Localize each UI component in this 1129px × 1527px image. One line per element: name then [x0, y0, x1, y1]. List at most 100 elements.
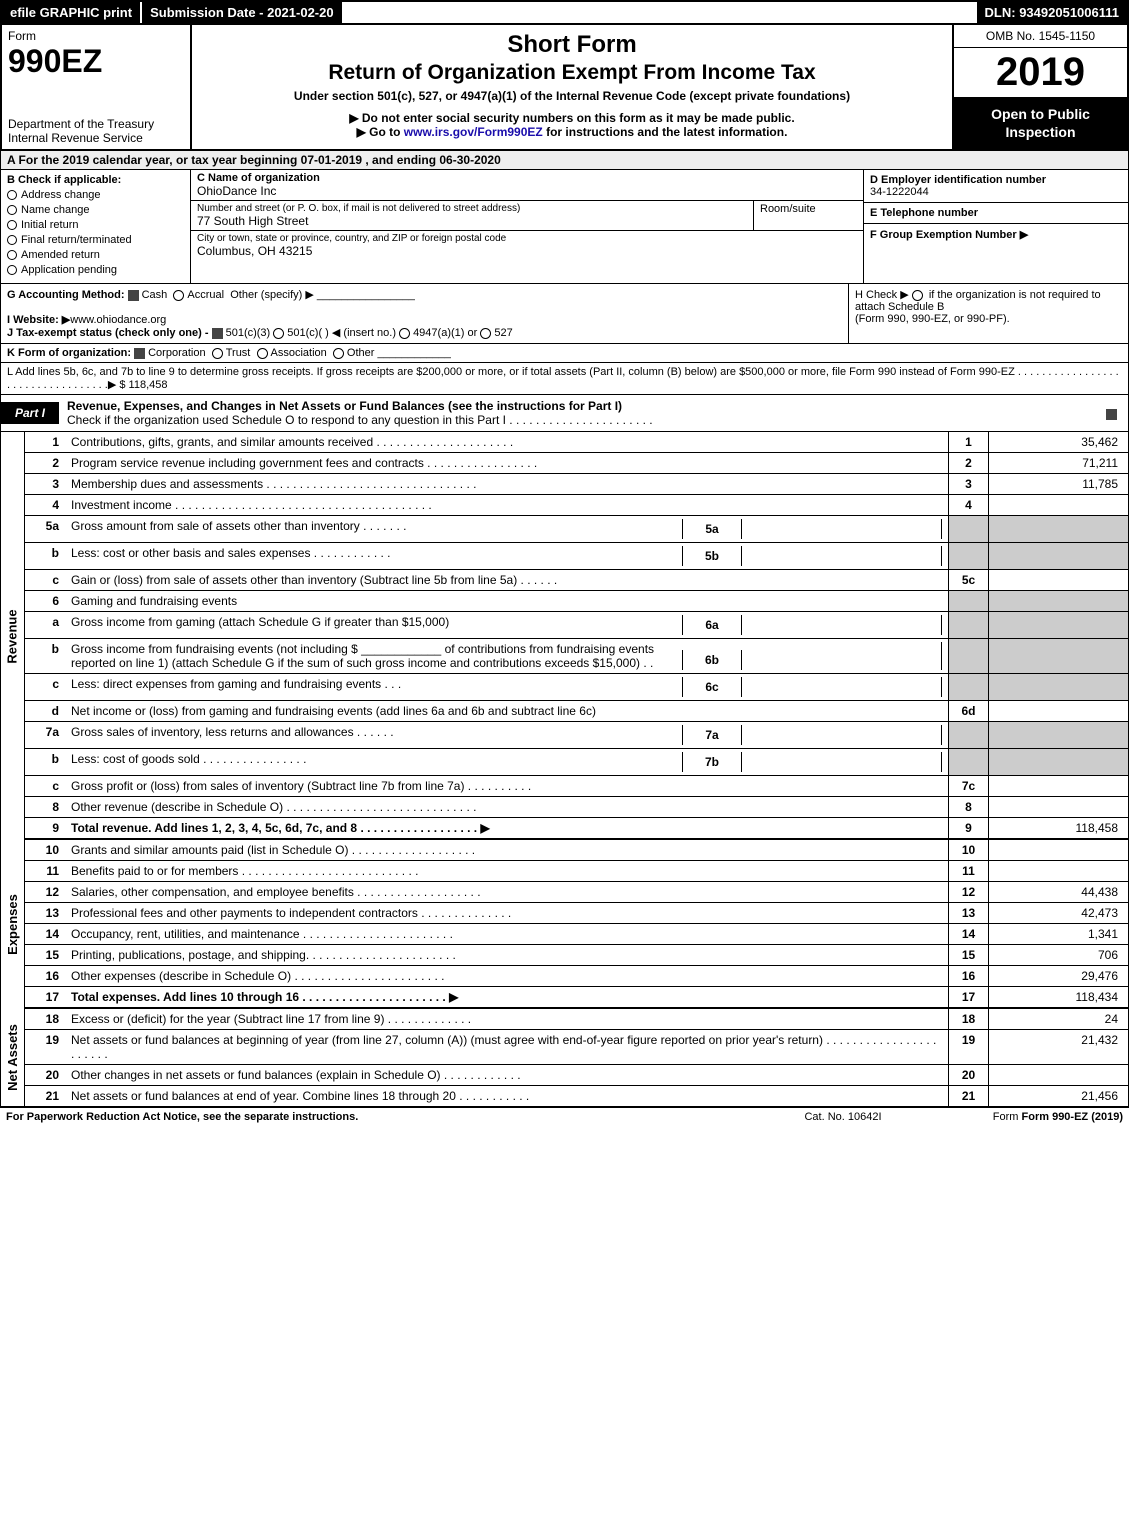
city-cell: City or town, state or province, country… [191, 231, 863, 283]
line-8: 8 Other revenue (describe in Schedule O)… [25, 797, 1128, 818]
line-6b: b Gross income from fundraising events (… [25, 639, 1128, 674]
l-text: L Add lines 5b, 6c, and 7b to line 9 to … [7, 366, 1119, 391]
line-10: 10 Grants and similar amounts paid (list… [25, 840, 1128, 861]
line-2-value: 71,211 [988, 453, 1128, 473]
corporation-checkbox[interactable] [134, 348, 145, 359]
submission-date: Submission Date - 2021-02-20 [140, 2, 342, 23]
form-code: 990EZ [8, 43, 184, 80]
check-name-change[interactable]: Name change [7, 204, 184, 216]
accrual-label: Accrual [187, 289, 224, 301]
part-i-title: Revenue, Expenses, and Changes in Net As… [67, 399, 622, 413]
room-label: Room/suite [760, 203, 816, 215]
public-inspection: Open to Public Inspection [954, 97, 1127, 149]
other-org-checkbox[interactable] [333, 348, 344, 359]
line-14: 14 Occupancy, rent, utilities, and maint… [25, 924, 1128, 945]
line-6d-value [988, 701, 1128, 721]
subtitle: Under section 501(c), 527, or 4947(a)(1)… [198, 89, 946, 103]
line-12-value: 44,438 [988, 882, 1128, 902]
page-footer: For Paperwork Reduction Act Notice, see … [0, 1108, 1129, 1126]
line-18: 18 Excess or (deficit) for the year (Sub… [25, 1009, 1128, 1030]
association-checkbox[interactable] [257, 348, 268, 359]
h-text1: H Check ▶ [855, 289, 909, 301]
tax-year-big: 2019 [954, 48, 1127, 97]
cat-number: Cat. No. 10642I [743, 1111, 943, 1123]
line-5c-value [988, 570, 1128, 590]
check-initial-return[interactable]: Initial return [7, 219, 184, 231]
i-label: I Website: ▶ [7, 314, 70, 326]
j-label: J Tax-exempt status (check only one) - [7, 327, 209, 339]
dept-treasury: Department of the Treasury [8, 117, 184, 131]
part-i-check[interactable] [1098, 406, 1128, 420]
section-h: H Check ▶ if the organization is not req… [848, 284, 1128, 343]
ssn-note: ▶ Do not enter social security numbers o… [198, 111, 946, 125]
line-17: 17 Total expenses. Add lines 10 through … [25, 987, 1128, 1009]
accrual-checkbox[interactable] [173, 290, 184, 301]
goto-pre: ▶ Go to [357, 125, 404, 139]
row-k: K Form of organization: Corporation Trus… [0, 344, 1129, 363]
line-5b: b Less: cost or other basis and sales ex… [25, 543, 1128, 570]
check-application-pending[interactable]: Application pending [7, 264, 184, 276]
topbar-spacer [342, 2, 977, 23]
omb-number: OMB No. 1545-1150 [954, 25, 1127, 48]
expenses-section: Expenses 10 Grants and similar amounts p… [0, 840, 1129, 1009]
line-13: 13 Professional fees and other payments … [25, 903, 1128, 924]
city-label: City or town, state or province, country… [197, 233, 857, 244]
accounting-method: G Accounting Method: Cash Accrual Other … [1, 284, 848, 343]
501c3-checkbox[interactable] [212, 328, 223, 339]
other-label: Other (specify) ▶ [230, 289, 314, 301]
revenue-label: Revenue [1, 432, 25, 840]
irs-link[interactable]: www.irs.gov/Form990EZ [404, 125, 543, 139]
website-link[interactable]: www.ohiodance.org [70, 314, 166, 326]
527-checkbox[interactable] [480, 328, 491, 339]
group-exemption-cell: F Group Exemption Number ▶ [864, 224, 1128, 245]
h-checkbox[interactable] [912, 290, 923, 301]
line-10-value [988, 840, 1128, 860]
section-b-title: B Check if applicable: [7, 174, 184, 186]
part-i-text: Revenue, Expenses, and Changes in Net As… [59, 395, 1098, 431]
trust-checkbox[interactable] [212, 348, 223, 359]
cash-checkbox[interactable] [128, 290, 139, 301]
ein-value: 34-1222044 [870, 186, 1122, 198]
room-cell: Room/suite [753, 201, 863, 231]
info-right: D Employer identification number 34-1222… [863, 170, 1128, 283]
form-header: Form 990EZ Department of the Treasury In… [0, 25, 1129, 151]
street-cell: Number and street (or P. O. box, if mail… [191, 201, 753, 231]
check-amended[interactable]: Amended return [7, 249, 184, 261]
line-1: 1 Contributions, gifts, grants, and simi… [25, 432, 1128, 453]
paperwork-notice: For Paperwork Reduction Act Notice, see … [6, 1111, 743, 1123]
line-16-value: 29,476 [988, 966, 1128, 986]
org-name-value: OhioDance Inc [197, 184, 857, 198]
line-5c: c Gain or (loss) from sale of assets oth… [25, 570, 1128, 591]
section-c: C Name of organization OhioDance Inc Num… [191, 170, 863, 283]
line-6c: c Less: direct expenses from gaming and … [25, 674, 1128, 701]
header-left: Form 990EZ Department of the Treasury In… [2, 25, 192, 149]
cash-label: Cash [142, 289, 168, 301]
line-21: 21 Net assets or fund balances at end of… [25, 1086, 1128, 1106]
title-return: Return of Organization Exempt From Incom… [198, 61, 946, 85]
check-address-change[interactable]: Address change [7, 189, 184, 201]
title-short-form: Short Form [198, 31, 946, 59]
501c-checkbox[interactable] [273, 328, 284, 339]
line-3-value: 11,785 [988, 474, 1128, 494]
ein-cell: D Employer identification number 34-1222… [864, 170, 1128, 203]
revenue-section: Revenue 1 Contributions, gifts, grants, … [0, 432, 1129, 840]
4947-checkbox[interactable] [399, 328, 410, 339]
goto-note: ▶ Go to www.irs.gov/Form990EZ for instru… [198, 125, 946, 139]
top-bar: efile GRAPHIC print Submission Date - 20… [0, 0, 1129, 25]
section-b: B Check if applicable: Address change Na… [1, 170, 191, 283]
form-label: Form [8, 29, 184, 43]
line-6: 6 Gaming and fundraising events [25, 591, 1128, 612]
line-9: 9 Total revenue. Add lines 1, 2, 3, 4, 5… [25, 818, 1128, 840]
form-number-footer: Form Form 990-EZ (2019) [943, 1111, 1123, 1123]
check-final-return[interactable]: Final return/terminated [7, 234, 184, 246]
efile-label[interactable]: efile GRAPHIC print [2, 2, 140, 23]
phone-cell: E Telephone number [864, 203, 1128, 224]
phone-label: E Telephone number [870, 207, 1122, 219]
part-i-label: Part I [1, 402, 59, 424]
line-11-value [988, 861, 1128, 881]
org-name-cell: C Name of organization OhioDance Inc [191, 170, 863, 201]
k-label: K Form of organization: [7, 347, 131, 359]
dln-label: DLN: 93492051006111 [977, 2, 1127, 23]
l-amount: $ 118,458 [119, 379, 167, 391]
street-label: Number and street (or P. O. box, if mail… [197, 203, 747, 214]
